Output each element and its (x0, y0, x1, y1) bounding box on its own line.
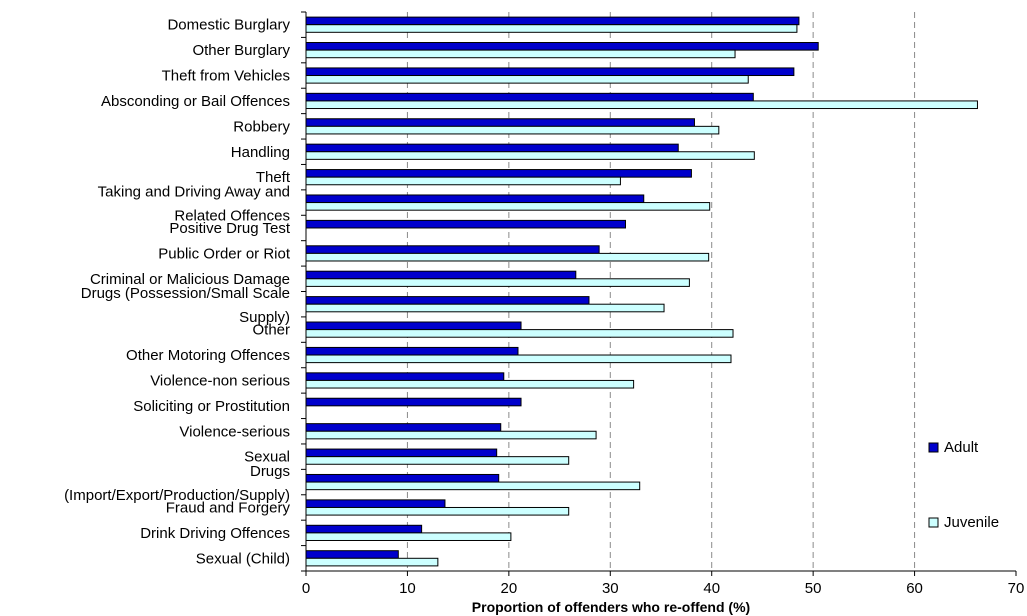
legend: Adult Juvenile (928, 439, 999, 531)
bar-juvenile (305, 303, 665, 313)
bar-juvenile (305, 481, 641, 491)
bar-adult (305, 270, 577, 280)
bar-juvenile (305, 354, 732, 364)
x-tick-label: 30 (602, 580, 619, 597)
bar-adult (305, 143, 679, 153)
category-label: Taking and Driving Away and Related Offen… (98, 184, 290, 225)
bar-adult (305, 499, 446, 508)
category-label: Public Order or Riot (158, 245, 291, 262)
bar-juvenile (305, 176, 621, 186)
category-label: Violence-serious (179, 423, 290, 440)
x-tick-label: 50 (805, 580, 822, 597)
bar-juvenile (305, 557, 439, 567)
bar-adult (305, 67, 795, 77)
bar-adult (305, 42, 819, 51)
x-tick-label: 20 (501, 580, 518, 597)
x-tick-label: 70 (1008, 580, 1025, 597)
category-label: Fraud and Forgery (166, 499, 291, 516)
bar-juvenile (305, 151, 755, 160)
bar-juvenile (305, 252, 710, 262)
legend-label-adult: Adult (944, 439, 979, 456)
bar-adult (305, 423, 502, 432)
bar-juvenile (305, 49, 736, 59)
category-label: Violence-non serious (150, 372, 290, 389)
x-tick-labels: 0 10 20 30 40 50 60 70 (302, 580, 1025, 597)
bar-adult (305, 321, 522, 331)
bar-juvenile (305, 532, 512, 541)
bar-adult (305, 524, 423, 534)
category-label: Sexual (244, 449, 290, 466)
axes (301, 11, 1017, 576)
bars (305, 16, 978, 567)
bar-adult (305, 296, 590, 305)
category-label: Drugs (Possession/Small Scale Supply) (81, 285, 290, 326)
bar-juvenile (305, 456, 570, 465)
category-label: Robbery (233, 118, 290, 135)
bar-adult (305, 473, 500, 483)
bar-juvenile (305, 430, 597, 440)
bar-adult (305, 372, 505, 381)
bar-adult (305, 245, 600, 254)
x-tick-label: 40 (703, 580, 720, 597)
category-label: Sexual (Child) (196, 550, 290, 567)
x-axis-title: Proportion of offenders who re-offend (%… (472, 599, 750, 615)
category-label: Criminal or Malicious Damage (90, 271, 290, 288)
bar-adult (305, 346, 519, 356)
category-label: Theft from Vehicles (162, 68, 290, 85)
category-label: Theft (256, 169, 291, 186)
category-label: Positive Drug Test (169, 220, 290, 237)
bar-adult (305, 219, 626, 229)
category-label: Absconding or Bail Offences (101, 93, 290, 110)
bar-juvenile (305, 379, 635, 389)
legend-swatch-adult (928, 442, 939, 453)
legend-label-juvenile: Juvenile (944, 514, 999, 531)
bar-juvenile (305, 24, 798, 33)
bar-adult (305, 169, 692, 178)
bar-juvenile (305, 100, 978, 110)
legend-swatch-juvenile (928, 517, 939, 528)
bar-juvenile (305, 278, 690, 287)
category-label: Other (252, 322, 290, 339)
category-labels: Domestic Burglary Other Burglary Theft fro… (64, 17, 291, 568)
x-tick-label: 0 (302, 580, 310, 597)
category-label: Drugs (Import/Export/Production/Supply) (64, 463, 290, 504)
bar-adult (305, 92, 754, 102)
category-label: Handling (231, 144, 290, 161)
bar-juvenile (305, 329, 734, 338)
x-tick-label: 10 (399, 580, 416, 597)
bar-juvenile (305, 202, 711, 211)
category-label: Drink Driving Offences (140, 525, 290, 542)
category-label: Domestic Burglary (167, 17, 290, 34)
bar-adult (305, 550, 399, 559)
bar-adult (305, 194, 645, 204)
bar-adult (305, 118, 695, 127)
bar-juvenile (305, 506, 570, 516)
bar-adult (305, 397, 522, 407)
category-label: Soliciting or Prostitution (133, 398, 290, 415)
bar-adult (305, 16, 800, 26)
category-label: Other Motoring Offences (126, 347, 290, 364)
bar-juvenile (305, 125, 720, 135)
category-label: Other Burglary (192, 42, 290, 59)
x-tick-label: 60 (906, 580, 923, 597)
bar-adult (305, 448, 498, 458)
bar-juvenile (305, 75, 749, 84)
